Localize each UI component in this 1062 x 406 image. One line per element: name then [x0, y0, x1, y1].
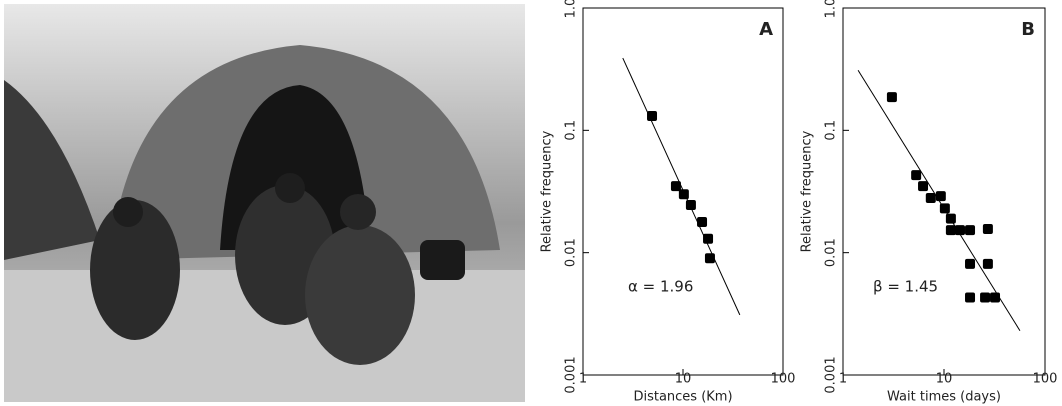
data-point	[703, 233, 714, 244]
data-point	[982, 224, 993, 235]
data-point	[990, 292, 1001, 303]
data-point	[982, 258, 993, 269]
panel-label: A	[759, 19, 773, 40]
y-tick-label: 0.01	[824, 238, 839, 267]
data-point	[965, 225, 976, 236]
x-tick-label: 10	[936, 372, 953, 387]
photo	[4, 4, 525, 402]
x-tick-label: 1	[839, 372, 847, 387]
data-point	[918, 181, 929, 192]
data-point	[685, 200, 696, 211]
annotation: α = 1.96	[628, 278, 693, 296]
y-axis-label: Relative frequency	[540, 130, 555, 252]
panel-label: B	[1021, 19, 1035, 40]
data-point	[886, 92, 897, 103]
y-tick-label: 0.1	[824, 120, 839, 141]
data-point	[647, 110, 658, 121]
y-tick-label: 0.001	[824, 356, 839, 393]
fit-line	[622, 57, 741, 316]
x-axis-label: Wait times (days)	[887, 390, 1001, 405]
x-axis-label: Distances (Km)	[633, 390, 732, 405]
data-point	[704, 253, 715, 264]
data-point	[939, 203, 950, 214]
data-point	[965, 258, 976, 269]
data-point	[954, 225, 965, 236]
data-point	[945, 213, 956, 224]
x-tick-label: 1	[579, 372, 587, 387]
data-point	[697, 217, 708, 228]
data-point	[670, 181, 681, 192]
data-point	[935, 191, 946, 202]
x-tick-label: 10	[675, 372, 692, 387]
y-tick-label: 0.01	[564, 238, 579, 267]
data-point	[925, 192, 936, 203]
y-tick-label: 0.1	[564, 120, 579, 141]
y-tick-label: 1.0	[824, 0, 839, 18]
x-tick-label: 100	[771, 372, 796, 387]
y-tick-label: 0.001	[564, 356, 579, 393]
y-axis-label: Relative frequency	[800, 130, 815, 252]
data-point	[965, 292, 976, 303]
data-point	[945, 225, 956, 236]
y-tick-label: 1.0	[564, 0, 579, 18]
data-point	[911, 170, 922, 181]
data-point	[678, 189, 689, 200]
data-point	[980, 292, 991, 303]
x-tick-label: 100	[1033, 372, 1058, 387]
annotation: β = 1.45	[873, 278, 938, 296]
